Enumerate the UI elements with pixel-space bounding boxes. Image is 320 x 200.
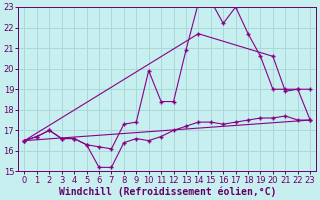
X-axis label: Windchill (Refroidissement éolien,°C): Windchill (Refroidissement éolien,°C): [59, 186, 276, 197]
